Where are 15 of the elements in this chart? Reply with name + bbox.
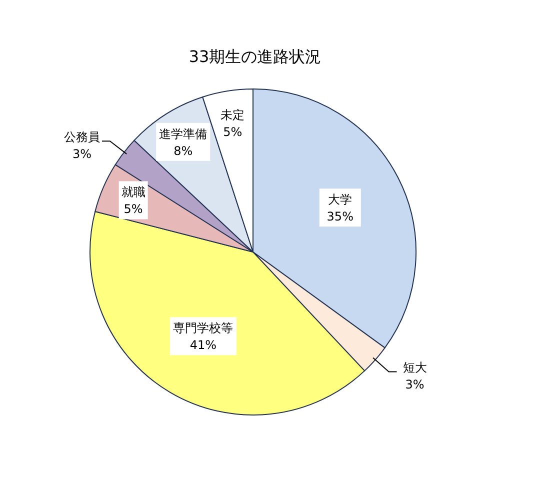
title: 33期生の進路状況 xyxy=(188,47,322,66)
slice-label: 専門学校等 xyxy=(173,321,234,336)
data-label: 5% xyxy=(124,202,143,216)
data-label: 5% xyxy=(223,125,242,140)
slice-label: 公務員 xyxy=(64,130,100,144)
data-label: 41% xyxy=(190,338,217,352)
slice-label: 大学 xyxy=(328,192,352,207)
data-label: 8% xyxy=(174,144,193,158)
slice-label: 未定 xyxy=(220,108,245,122)
slice-label: 進学準備 xyxy=(159,126,208,141)
data-label: 3% xyxy=(72,147,92,162)
slice-label: 短大 xyxy=(402,360,427,375)
data-label: 3% xyxy=(405,378,424,392)
data-label: 35% xyxy=(326,210,354,224)
slice-label: 就職 xyxy=(121,185,146,200)
